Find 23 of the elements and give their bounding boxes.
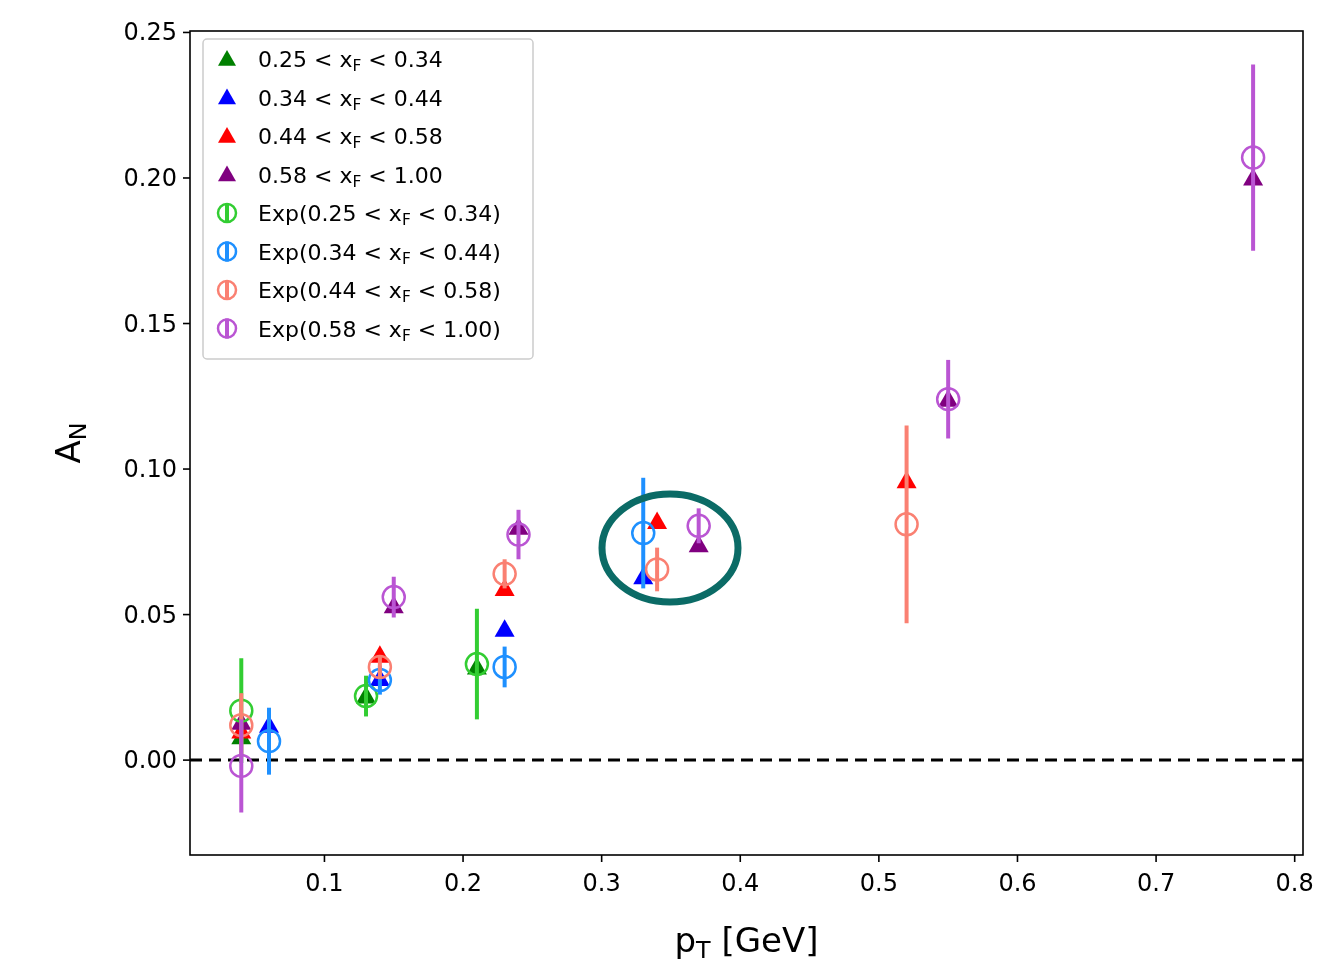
y-tick-label: 0.15 (123, 309, 177, 338)
y-tick-label: 0.05 (123, 600, 177, 629)
x-tick-label: 0.5 (859, 869, 898, 897)
legend-label: Exp(0.58 < x$_{F}$ < 1.00) (258, 316, 501, 345)
legend-label: 0.58 < x$_{F}$ < 1.00 (258, 162, 443, 191)
legend-label: 0.25 < x$_{F}$ < 0.34 (258, 47, 443, 75)
x-axis-title: p$_{T}$ [GeV] (674, 920, 819, 964)
x-tick-label: 0.1 (305, 869, 344, 897)
y-tick-label: 0.25 (123, 18, 177, 47)
x-tick-label: 0.7 (1136, 869, 1176, 897)
legend-label: 0.34 < x$_{F}$ < 0.44 (258, 85, 443, 114)
x-tick-label: 0.8 (1275, 869, 1314, 897)
legend-label: 0.44 < x$_{F}$ < 0.58 (258, 124, 443, 152)
y-tick-label: 0.20 (123, 163, 177, 192)
legend-label: Exp(0.34 < x$_{F}$ < 0.44) (258, 239, 501, 268)
legend-label: Exp(0.44 < x$_{F}$ < 0.58) (258, 278, 501, 306)
y-tick-label: 0.00 (123, 746, 177, 775)
legend-label: Exp(0.25 < x$_{F}$ < 0.34) (258, 201, 501, 229)
x-tick-label: 0.3 (582, 869, 621, 897)
y-tick-label: 0.10 (123, 455, 177, 484)
x-tick-label: 0.6 (998, 869, 1037, 897)
x-tick-label: 0.2 (443, 869, 483, 897)
x-tick-label: 0.4 (721, 869, 760, 897)
